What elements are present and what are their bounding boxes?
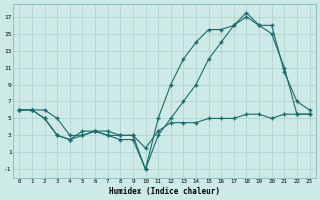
X-axis label: Humidex (Indice chaleur): Humidex (Indice chaleur) bbox=[109, 187, 220, 196]
